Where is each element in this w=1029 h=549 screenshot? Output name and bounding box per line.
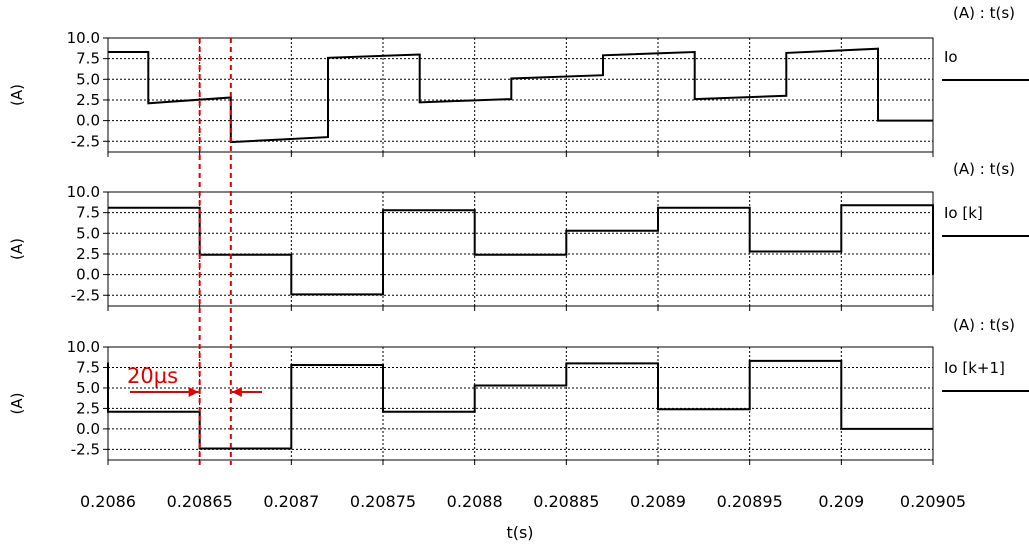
- x-tick-label: 0.2087: [263, 492, 319, 511]
- annotation-arrowhead-right: [231, 387, 242, 397]
- y-tick-label-1: 0.0: [76, 112, 100, 130]
- legend-label-2: Io [k]: [944, 204, 983, 222]
- y-tick-label-1: -2.5: [71, 132, 100, 150]
- y-tick-label-1: 5.0: [76, 70, 100, 88]
- y-tick-label-2: 5.0: [76, 224, 100, 242]
- corner-label-2: (A) : t(s): [953, 160, 1015, 178]
- series-line-3: [107, 359, 933, 450]
- x-axis-label: t(s): [506, 523, 533, 542]
- x-tick-label: 0.20865: [167, 492, 233, 511]
- x-tick-label: 0.20875: [350, 492, 416, 511]
- y-axis-label-3: (A): [8, 393, 26, 415]
- y-tick-label-3: 7.5: [76, 358, 100, 376]
- y-tick-label-3: 5.0: [76, 379, 100, 397]
- y-tick-label-3: -2.5: [71, 440, 100, 458]
- y-tick-label-2: 10.0: [67, 183, 100, 201]
- y-tick-label-2: 2.5: [76, 245, 100, 263]
- y-tick-label-2: 0.0: [76, 266, 100, 284]
- y-tick-label-1: 2.5: [76, 91, 100, 109]
- y-tick-label-3: 0.0: [76, 420, 100, 438]
- annotation-arrowhead-left: [188, 387, 199, 397]
- x-tick-label: 0.20885: [533, 492, 599, 511]
- y-tick-label-3: 10.0: [67, 338, 100, 356]
- y-tick-label-2: 7.5: [76, 204, 100, 222]
- x-tick-label: 0.20905: [900, 492, 966, 511]
- x-tick-label: 0.2088: [447, 492, 503, 511]
- y-tick-label-1: 7.5: [76, 50, 100, 68]
- y-axis-label-2: (A): [8, 238, 26, 260]
- series-line-2: [108, 204, 934, 296]
- y-tick-label-2: -2.5: [71, 286, 100, 304]
- y-tick-label-1: 10.0: [67, 29, 100, 47]
- annotation-label: 20µs: [127, 364, 178, 388]
- corner-label-3: (A) : t(s): [953, 316, 1015, 334]
- x-tick-label: 0.209: [818, 492, 864, 511]
- plot-frame-1: [107, 37, 934, 153]
- x-tick-label: 0.20895: [717, 492, 783, 511]
- y-tick-label-3: 2.5: [76, 399, 100, 417]
- corner-label-1: (A) : t(s): [953, 4, 1015, 22]
- legend-label-3: Io [k+1]: [944, 359, 1005, 377]
- legend-label-1: Io: [944, 48, 958, 66]
- x-tick-label: 0.2089: [630, 492, 686, 511]
- y-axis-label-1: (A): [8, 84, 26, 106]
- x-tick-label: 0.2086: [80, 492, 136, 511]
